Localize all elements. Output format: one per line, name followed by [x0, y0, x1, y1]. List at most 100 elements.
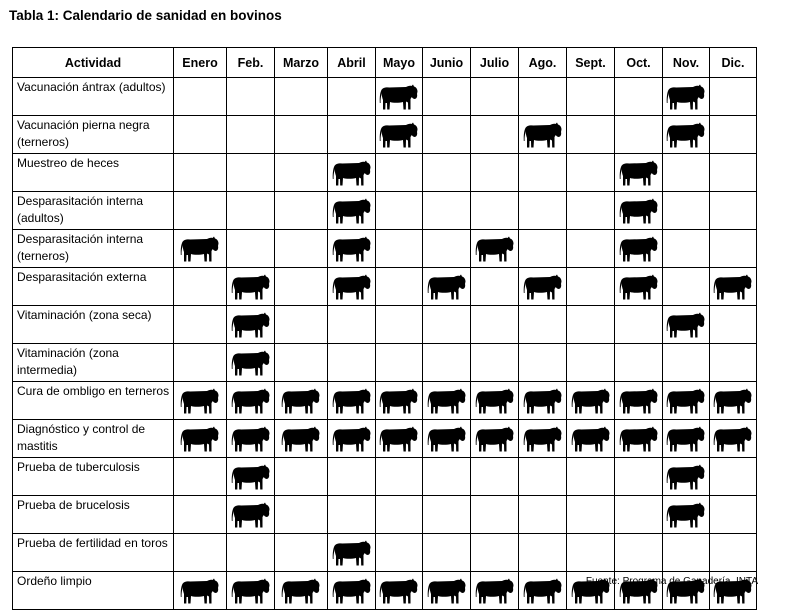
month-cell: [327, 115, 376, 154]
cow-icon: [328, 386, 375, 416]
month-cell: [470, 457, 519, 496]
month-cell: [709, 153, 757, 192]
cow-icon: [615, 234, 662, 264]
cow-icon: [227, 500, 274, 530]
month-cell: [470, 153, 519, 192]
month-cell: [566, 115, 615, 154]
header-month: Abril: [327, 47, 376, 78]
month-cell: [173, 153, 227, 192]
activity-label: Vacunación pierna negra (terneros): [12, 115, 174, 154]
cow-icon: [567, 424, 614, 454]
month-cell: [470, 381, 519, 420]
month-cell: [375, 381, 423, 420]
month-cell: [173, 191, 227, 230]
cow-icon: [663, 386, 709, 416]
cow-icon: [615, 196, 662, 226]
cow-icon: [519, 386, 566, 416]
header-month: Ago.: [518, 47, 567, 78]
activity-label: Vitaminación (zona intermedia): [12, 343, 174, 382]
month-cell: [709, 419, 757, 458]
header-month: Sept.: [566, 47, 615, 78]
table-row: Desparasitación externa: [12, 267, 757, 306]
table-row: Prueba de fertilidad en toros: [12, 533, 757, 572]
month-cell: [173, 381, 227, 420]
month-cell: [614, 77, 663, 116]
month-cell: [226, 495, 275, 534]
month-cell: [518, 115, 567, 154]
month-cell: [327, 571, 376, 610]
month-cell: [614, 571, 663, 610]
cow-icon: [519, 576, 566, 606]
cow-icon: [663, 310, 709, 340]
table-row: Muestreo de heces: [12, 153, 757, 192]
month-cell: [375, 77, 423, 116]
month-cell: [614, 153, 663, 192]
month-cell: [422, 571, 471, 610]
month-cell: [173, 77, 227, 116]
cow-icon: [615, 272, 662, 302]
activity-label: Desparasitación externa: [12, 267, 174, 306]
month-cell: [518, 229, 567, 268]
cow-icon: [174, 234, 226, 264]
cow-icon: [227, 386, 274, 416]
activity-label: Ordeño limpio: [12, 571, 174, 610]
cow-icon: [328, 196, 375, 226]
month-cell: [518, 495, 567, 534]
month-cell: [422, 533, 471, 572]
month-cell: [375, 305, 423, 344]
month-cell: [327, 229, 376, 268]
cow-icon: [423, 386, 470, 416]
table-row: Prueba de brucelosis: [12, 495, 757, 534]
table-row: Prueba de tuberculosis: [12, 457, 757, 496]
table-row: Desparasitación interna (adultos): [12, 191, 757, 230]
month-cell: [173, 267, 227, 306]
month-cell: [375, 571, 423, 610]
table-row: Desparasitación interna (terneros): [12, 229, 757, 268]
month-cell: [226, 267, 275, 306]
month-cell: [375, 533, 423, 572]
month-cell: [566, 343, 615, 382]
month-cell: [226, 229, 275, 268]
month-cell: [614, 229, 663, 268]
month-cell: [422, 457, 471, 496]
month-cell: [662, 343, 710, 382]
cow-icon: [663, 576, 709, 606]
month-cell: [518, 305, 567, 344]
month-cell: [518, 381, 567, 420]
month-cell: [173, 533, 227, 572]
header-month: Julio: [470, 47, 519, 78]
cow-icon: [519, 272, 566, 302]
cow-icon: [423, 576, 470, 606]
header-month: Marzo: [274, 47, 328, 78]
month-cell: [662, 191, 710, 230]
month-cell: [327, 457, 376, 496]
month-cell: [566, 229, 615, 268]
month-cell: [470, 343, 519, 382]
month-cell: [274, 533, 328, 572]
month-cell: [662, 457, 710, 496]
month-cell: [518, 77, 567, 116]
table-row: Vacunación pierna negra (terneros): [12, 115, 757, 154]
cow-icon: [227, 462, 274, 492]
month-cell: [614, 343, 663, 382]
month-cell: [327, 381, 376, 420]
month-cell: [375, 191, 423, 230]
month-cell: [274, 419, 328, 458]
cow-icon: [710, 272, 756, 302]
month-cell: [173, 115, 227, 154]
month-cell: [662, 153, 710, 192]
cow-icon: [519, 424, 566, 454]
table-row: Vacunación ántrax (adultos): [12, 77, 757, 116]
month-cell: [274, 191, 328, 230]
month-cell: [226, 77, 275, 116]
month-cell: [274, 115, 328, 154]
month-cell: [327, 77, 376, 116]
month-cell: [422, 77, 471, 116]
month-cell: [470, 495, 519, 534]
month-cell: [327, 495, 376, 534]
month-cell: [226, 191, 275, 230]
month-cell: [518, 191, 567, 230]
month-cell: [422, 267, 471, 306]
cow-icon: [174, 424, 226, 454]
cow-icon: [376, 82, 422, 112]
